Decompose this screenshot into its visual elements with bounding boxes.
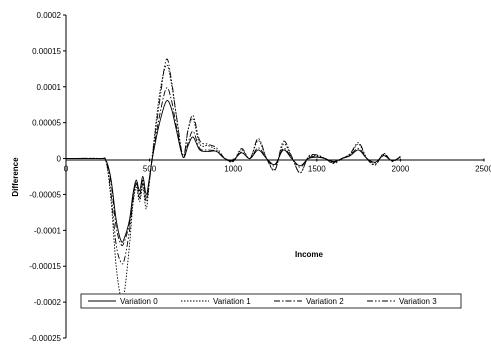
x-tick-label: 500 [143, 165, 157, 174]
series-line-variation-2 [65, 87, 401, 247]
x-tick-label: 1500 [308, 165, 326, 174]
series-group [65, 58, 401, 301]
x-axis-title: Income [295, 250, 324, 259]
y-tick-label: -0.00005 [29, 190, 61, 199]
y-tick-label: 0 [57, 155, 62, 164]
legend: Variation 0 Variation 1 Variation 2 Variati… [80, 293, 462, 309]
y-axis-title: Difference [11, 157, 20, 197]
x-tick-label: 2000 [392, 165, 410, 174]
x-tick-label: 2500 [475, 165, 491, 174]
y-tick-label: 0.0002 [37, 11, 62, 20]
series-line-variation-0 [65, 100, 401, 243]
series-line-variation-1 [65, 64, 401, 301]
legend-label-variation-3: Variation 3 [399, 297, 437, 306]
x-tick-group: 0 500 1000 1500 2000 2500 [64, 158, 491, 174]
legend-label-variation-2: Variation 2 [306, 297, 344, 306]
y-tick-label: 0.00005 [32, 119, 61, 128]
y-tick-label: -0.0002 [34, 298, 62, 307]
y-tick-label: 0.0001 [37, 83, 62, 92]
y-tick-label: -0.00025 [29, 334, 61, 343]
legend-label-variation-1: Variation 1 [213, 297, 251, 306]
y-tick-group: 0.0002 0.00015 0.0001 0.00005 0 -0.00005 -0.00… [29, 11, 66, 343]
y-tick-label: 0.00015 [32, 47, 61, 56]
y-tick-label: -0.0001 [34, 226, 62, 235]
series-line-variation-3 [65, 58, 401, 265]
y-tick-label: -0.00015 [29, 262, 61, 271]
legend-label-variation-0: Variation 0 [120, 297, 158, 306]
x-tick-label: 0 [64, 165, 69, 174]
x-tick-label: 1000 [224, 165, 242, 174]
legend-box [80, 293, 462, 309]
